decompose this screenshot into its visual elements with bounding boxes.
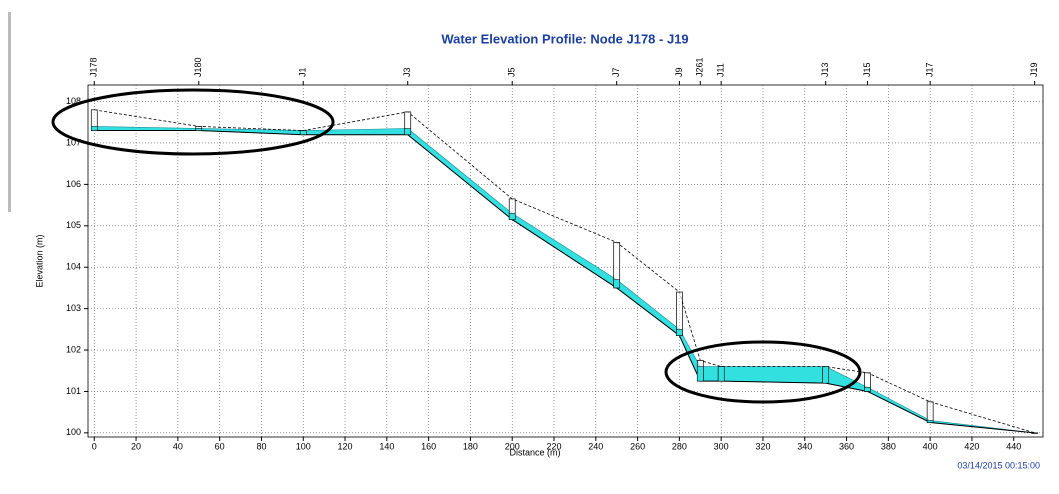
node-label: J261 <box>695 57 705 77</box>
plot-area: 0 20 40 60 80 100 120 140 160 180 200 220 240 260 280 3… <box>66 57 1044 451</box>
x-tick-label: 360 <box>839 441 854 451</box>
y-tick-label: 108 <box>66 96 81 106</box>
y-tick-label: 100 <box>66 427 81 437</box>
node-label: J180 <box>193 57 203 77</box>
node-water <box>91 126 98 131</box>
x-tick-label: 260 <box>630 441 645 451</box>
y-tick-label: 106 <box>66 179 81 189</box>
x-tick-label: 80 <box>256 441 266 451</box>
node-water <box>299 130 307 135</box>
node-box <box>926 401 934 423</box>
x-tick-label: 120 <box>338 441 353 451</box>
chart-title: Water Elevation Profile: Node J178 - J19 <box>441 31 688 46</box>
x-tick-label: 100 <box>296 441 311 451</box>
highlight-ellipse <box>51 88 335 156</box>
node-label: J15 <box>862 62 872 77</box>
x-tick-label: 40 <box>173 441 183 451</box>
x-tick-label: 20 <box>131 441 141 451</box>
node-water <box>717 366 725 382</box>
node-label: J17 <box>925 62 935 77</box>
x-tick-label: 180 <box>463 441 478 451</box>
plot-background <box>87 84 1044 438</box>
node-water <box>613 279 620 289</box>
x-tick-label: 400 <box>923 441 938 451</box>
y-tick-label: 103 <box>66 303 81 313</box>
node-water <box>926 420 934 423</box>
node-water <box>508 213 516 220</box>
y-tick-label: 102 <box>66 344 81 354</box>
node-water <box>697 366 704 382</box>
node-water <box>676 329 683 336</box>
x-tick-label: 420 <box>964 441 979 451</box>
node-label: J9 <box>674 67 684 77</box>
y-axis-label: Elevation (m) <box>34 234 44 287</box>
y-tick-label: 104 <box>66 262 81 272</box>
x-tick-label: 200 <box>505 441 520 451</box>
x-tick-label: 320 <box>755 441 770 451</box>
x-tick-label: 60 <box>215 441 225 451</box>
node-label: J19 <box>1029 62 1039 77</box>
node-label: J5 <box>507 67 517 77</box>
scroll-edge <box>8 12 11 212</box>
x-tick-label: 340 <box>797 441 812 451</box>
highlight-ellipse <box>664 340 862 404</box>
node-water <box>864 387 871 392</box>
node-water <box>195 128 203 131</box>
y-tick-label: 105 <box>66 220 81 230</box>
timestamp: 03/14/2015 00:15:00 <box>957 460 1040 470</box>
x-tick-label: 380 <box>881 441 896 451</box>
node-label: J3 <box>402 67 412 77</box>
x-tick-label: 0 <box>92 441 97 451</box>
x-tick-label: 240 <box>588 441 603 451</box>
node-water <box>1031 432 1038 434</box>
node-label: J178 <box>89 57 99 77</box>
node-water <box>822 366 829 384</box>
node-label: J7 <box>611 67 621 77</box>
x-tick-label: 160 <box>421 441 436 451</box>
y-tick-label: 107 <box>66 137 81 147</box>
node-label: J1 <box>298 67 308 77</box>
x-axis-label: Distance (m) <box>509 447 560 457</box>
y-tick-label: 101 <box>66 386 81 396</box>
x-tick-label: 440 <box>1006 441 1021 451</box>
node-label: J13 <box>820 62 830 77</box>
x-tick-label: 280 <box>672 441 687 451</box>
node-box <box>676 291 683 336</box>
node-water <box>404 128 411 135</box>
x-tick-label: 300 <box>714 441 729 451</box>
x-tick-label: 220 <box>546 441 561 451</box>
x-tick-label: 140 <box>379 441 394 451</box>
node-label: J11 <box>716 63 726 77</box>
